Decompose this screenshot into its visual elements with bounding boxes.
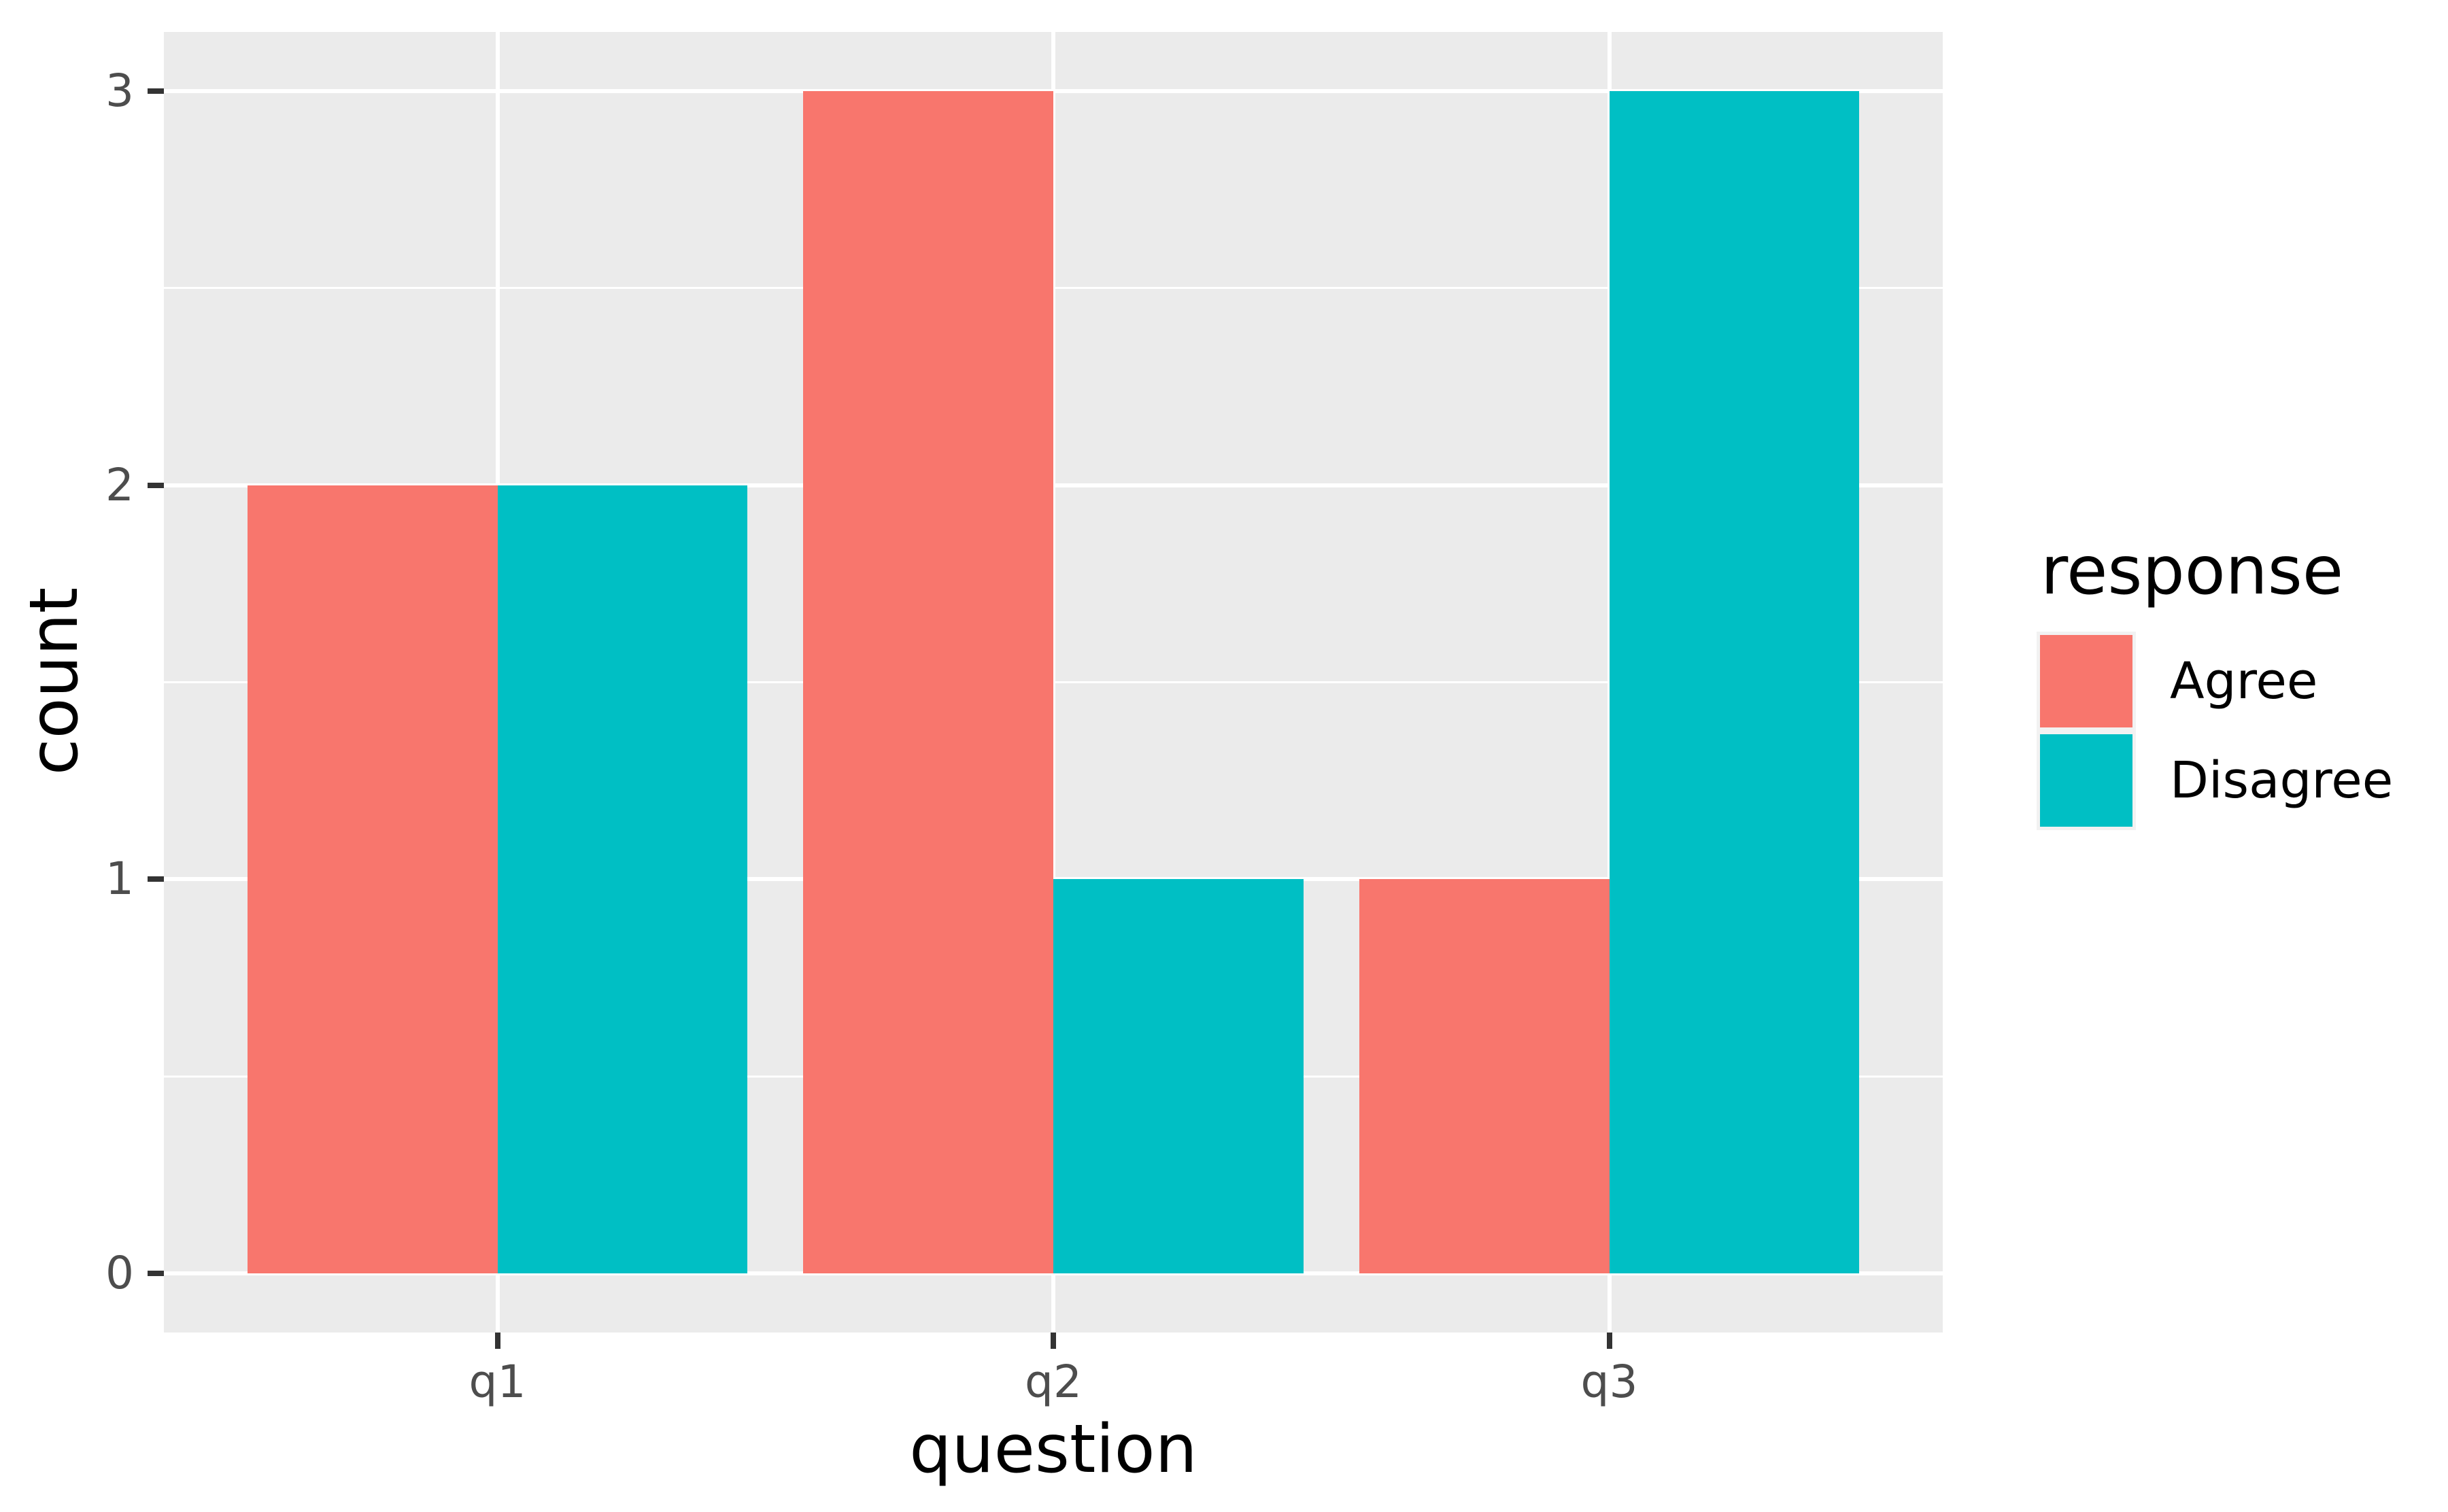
x-tick-label: q2 <box>1025 1356 1082 1408</box>
legend-entry-agree: Agree <box>2037 632 2393 731</box>
bar-q1-agree <box>247 485 498 1274</box>
y-tick-label: 0 <box>105 1247 134 1300</box>
legend-key <box>2037 731 2136 830</box>
legend-entries: Agree Disagree <box>2037 632 2393 830</box>
y-axis-tick <box>148 1271 164 1277</box>
x-tick-label: q1 <box>469 1356 526 1408</box>
x-tick-label: q3 <box>1580 1356 1638 1408</box>
x-axis-tick <box>1606 1333 1612 1349</box>
bar-q3-disagree <box>1609 90 1860 1274</box>
y-axis-title: count <box>16 587 93 776</box>
bar-q1-disagree <box>497 485 748 1274</box>
y-axis-tick <box>148 88 164 94</box>
plot-panel <box>164 32 1943 1333</box>
gridline-major-vertical <box>1051 32 1055 1333</box>
legend-swatch-disagree <box>2040 734 2132 827</box>
legend-entry-disagree: Disagree <box>2037 731 2393 830</box>
bar-q3-agree <box>1359 879 1610 1274</box>
legend-key <box>2037 632 2136 731</box>
legend-swatch-agree <box>2040 635 2132 727</box>
bar-q2-agree <box>803 90 1053 1274</box>
y-axis-tick <box>148 876 164 882</box>
legend-label: Agree <box>2170 652 2318 710</box>
y-tick-label: 2 <box>105 458 134 511</box>
y-tick-label: 1 <box>105 853 134 906</box>
bar-q2-disagree <box>1053 879 1304 1274</box>
x-axis-tick <box>1051 1333 1056 1349</box>
legend-label: Disagree <box>2170 751 2394 810</box>
x-axis-title: question <box>909 1411 1197 1488</box>
y-tick-label: 3 <box>105 64 134 117</box>
y-axis-tick <box>148 482 164 488</box>
x-axis-tick <box>494 1333 500 1349</box>
legend-title: response <box>2041 532 2344 610</box>
